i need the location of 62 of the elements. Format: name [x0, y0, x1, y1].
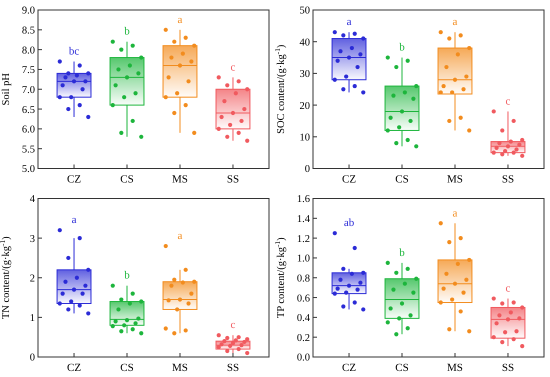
y-tick-label: 1.0: [296, 254, 310, 265]
y-tick-label: 5.5: [22, 144, 35, 156]
y-tick-label: 7.5: [22, 65, 35, 76]
x-tick-label: CZ: [66, 362, 82, 374]
y-tick-label: 5.0: [22, 164, 35, 176]
x-tick-label: SS: [502, 362, 514, 374]
annotation: a: [178, 14, 183, 26]
annotation: ab: [344, 217, 355, 230]
y-tick-label: 6.5: [22, 104, 35, 116]
x-tick-label: CS: [120, 174, 134, 186]
y-tick-label: 4: [30, 194, 36, 206]
annotation: bc: [68, 46, 80, 58]
y-tick-label: 50: [300, 6, 310, 17]
x-tick-label: CZ: [66, 174, 82, 186]
x-tick-label: SS: [502, 174, 514, 186]
y-axis-title: Soil pH: [1, 72, 12, 106]
annotation: c: [506, 282, 511, 295]
y-tick-label: 7.0: [22, 84, 35, 96]
x-tick-label: MS: [172, 174, 188, 186]
y-tick-label: 20: [300, 100, 310, 112]
annotation: a: [452, 207, 458, 220]
x-tick-label: CS: [120, 362, 134, 374]
annotation: c: [506, 95, 511, 108]
annotation: a: [452, 16, 458, 28]
annotation: a: [178, 230, 183, 242]
y-tick-label: 0: [30, 352, 35, 364]
x-tick-label: CZ: [342, 174, 356, 186]
y-tick-label: 9.0: [22, 6, 35, 17]
x-tick-label: CZ: [342, 362, 356, 374]
y-tick-label: 30: [300, 69, 310, 80]
annotation: b: [124, 26, 130, 38]
y-tick-label: 40: [300, 37, 310, 48]
y-tick-label: 8.0: [22, 45, 35, 56]
y-tick-label: 2: [30, 273, 35, 284]
x-tick-label: SS: [226, 362, 240, 374]
x-tick-label: SS: [226, 174, 240, 186]
annotation: c: [230, 319, 236, 332]
y-tick-label: 3: [30, 234, 35, 245]
y-tick-label: 0: [304, 164, 310, 176]
y-tick-label: 1.6: [296, 194, 310, 206]
y-tick-label: 10: [300, 132, 310, 144]
x-tick-label: MS: [447, 174, 463, 186]
y-tick-label: 0.2: [296, 332, 310, 344]
y-tick-label: 8.5: [22, 25, 35, 36]
annotation: a: [346, 16, 352, 28]
y-tick-label: 0.8: [296, 273, 310, 284]
y-tick-label: 0.4: [296, 313, 311, 324]
annotation: a: [72, 214, 77, 226]
x-tick-label: MS: [447, 362, 463, 374]
y-tick-label: 1.2: [296, 234, 310, 245]
x-tick-label: MS: [172, 362, 188, 374]
annotation: b: [399, 42, 406, 54]
annotation: b: [124, 270, 130, 282]
y-tick-label: 0.6: [296, 293, 310, 304]
y-tick-label: 6.0: [22, 124, 35, 136]
y-tick-label: 1.4: [296, 214, 311, 225]
annotation: b: [399, 246, 406, 259]
annotation: c: [230, 61, 236, 74]
x-tick-label: CS: [395, 174, 409, 186]
y-tick-label: 0.0: [296, 352, 310, 364]
x-tick-label: CS: [395, 362, 409, 374]
y-tick-label: 1: [30, 313, 35, 324]
